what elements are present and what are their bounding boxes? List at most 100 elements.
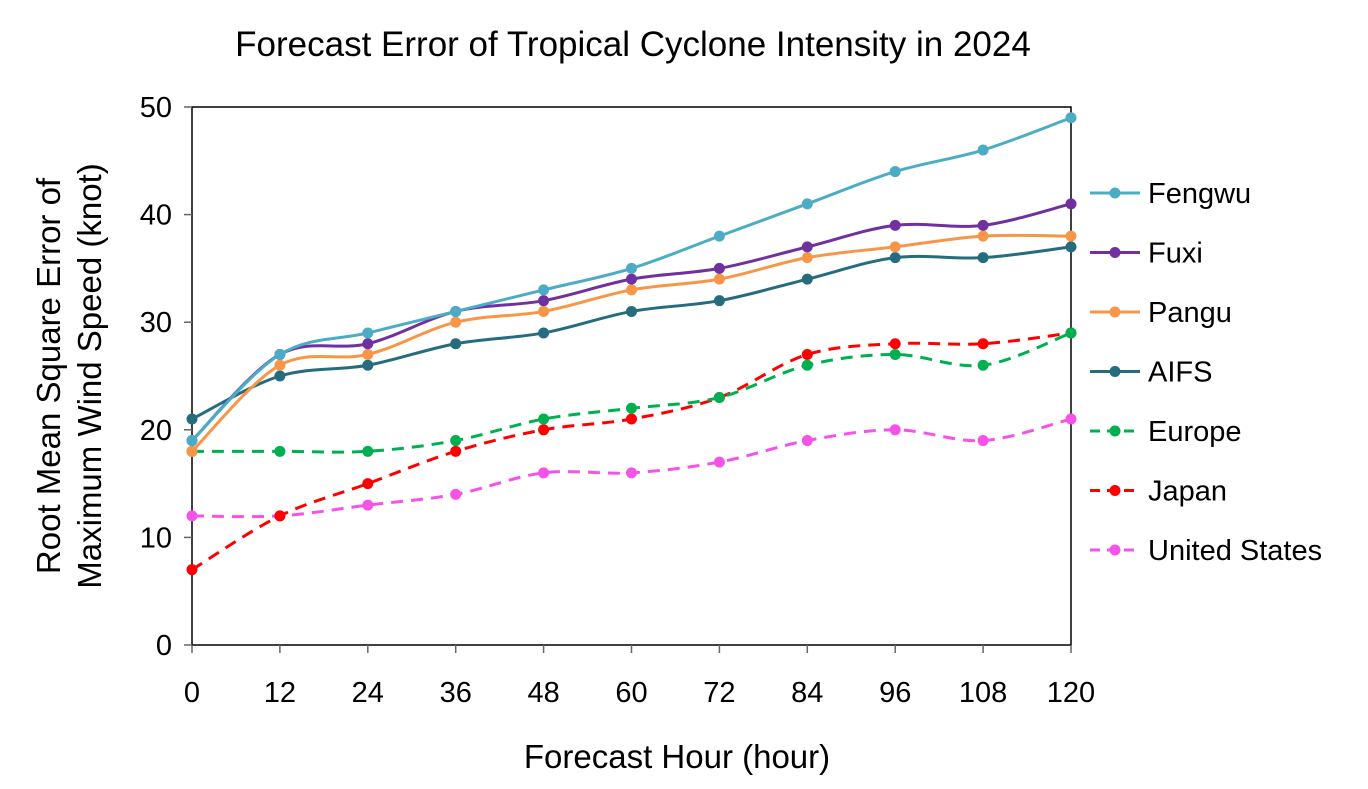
legend-swatch-marker: [1109, 485, 1121, 496]
data-point-fuxi: [801, 241, 813, 253]
data-point-aifs: [889, 252, 901, 264]
data-point-japan: [889, 338, 901, 350]
data-point-united-states: [538, 467, 550, 479]
legend-swatch-marker: [1109, 187, 1121, 199]
series-united-states: [186, 413, 1077, 522]
data-point-pangu: [801, 252, 813, 264]
data-point-united-states: [801, 435, 813, 447]
data-point-united-states: [186, 510, 198, 522]
data-point-fuxi: [977, 219, 989, 231]
x-tick-label: 24: [352, 677, 384, 709]
chart-title: Forecast Error of Tropical Cyclone Inten…: [235, 25, 1031, 64]
data-point-pangu: [538, 305, 550, 317]
data-point-pangu: [274, 359, 286, 371]
data-point-fengwu: [186, 435, 198, 447]
data-point-japan: [274, 510, 286, 522]
series-aifs: [186, 241, 1077, 425]
legend-item-united-states: United States: [1090, 535, 1322, 567]
data-point-aifs: [450, 338, 462, 350]
y-axis-label-line2: Maximum Wind Speed (knot): [71, 163, 108, 588]
legend-label: Fengwu: [1148, 178, 1251, 210]
data-point-europe: [889, 348, 901, 360]
legend-swatch-marker: [1109, 544, 1121, 556]
legend-item-japan: Japan: [1090, 476, 1227, 508]
data-point-united-states: [713, 456, 725, 468]
data-point-fuxi: [1065, 198, 1077, 210]
legend-item-pangu: Pangu: [1090, 297, 1232, 329]
data-point-united-states: [977, 435, 989, 447]
data-point-fengwu: [362, 327, 374, 339]
data-point-aifs: [538, 327, 550, 339]
data-point-fengwu: [450, 305, 462, 317]
data-point-europe: [1065, 327, 1077, 339]
data-point-europe: [801, 359, 813, 371]
legend-item-europe: Europe: [1090, 416, 1242, 448]
y-tick-label: 20: [140, 415, 172, 447]
legend-swatch-marker: [1109, 306, 1121, 318]
data-point-united-states: [889, 424, 901, 436]
data-point-pangu: [1065, 230, 1077, 242]
data-point-fuxi: [362, 338, 374, 350]
data-point-fengwu: [889, 166, 901, 178]
y-tick-label: 30: [140, 307, 172, 339]
data-point-pangu: [362, 348, 374, 360]
legend-item-fuxi: Fuxi: [1090, 238, 1203, 270]
data-point-japan: [626, 413, 637, 425]
plot-area-border: [191, 106, 1072, 646]
data-point-aifs: [977, 252, 989, 264]
data-point-japan: [977, 338, 989, 350]
data-point-pangu: [977, 230, 989, 242]
y-tick-label: 50: [140, 92, 172, 124]
legend-item-fengwu: Fengwu: [1090, 178, 1251, 210]
legend-label: Japan: [1148, 476, 1227, 508]
x-tick-label: 96: [879, 677, 911, 709]
data-point-europe: [713, 392, 725, 404]
data-point-fuxi: [538, 295, 550, 307]
x-tick-label: 84: [791, 677, 823, 709]
legend-label: AIFS: [1148, 357, 1212, 389]
x-tick-label: 48: [527, 677, 559, 709]
legend-label: Europe: [1148, 416, 1242, 448]
data-point-pangu: [626, 284, 637, 296]
data-point-europe: [450, 435, 462, 447]
data-point-aifs: [626, 305, 637, 317]
x-tick-label: 108: [959, 677, 1007, 709]
data-point-united-states: [626, 467, 637, 479]
data-point-aifs: [1065, 241, 1077, 253]
data-point-united-states: [450, 488, 462, 500]
legend-label: Fuxi: [1148, 238, 1203, 270]
data-point-fuxi: [889, 219, 901, 231]
x-tick-label: 12: [264, 677, 296, 709]
data-point-fengwu: [274, 348, 286, 360]
data-point-fengwu: [713, 230, 725, 242]
data-point-japan: [362, 478, 374, 490]
x-tick-label: 0: [184, 677, 200, 709]
data-point-pangu: [889, 241, 901, 253]
data-point-europe: [362, 445, 374, 457]
data-point-aifs: [362, 359, 374, 371]
data-point-aifs: [274, 370, 286, 382]
x-tick-label: 60: [615, 677, 647, 709]
x-tick-label: 36: [440, 677, 472, 709]
y-tick-label: 40: [140, 200, 172, 232]
series-pangu: [186, 230, 1077, 457]
data-point-fengwu: [801, 198, 813, 210]
data-point-pangu: [186, 445, 198, 457]
x-tick-label: 72: [703, 677, 735, 709]
data-point-aifs: [713, 295, 725, 307]
legend-label: United States: [1148, 535, 1322, 567]
x-tick-label: 120: [1047, 677, 1095, 709]
y-axis-label-line1: Root Mean Square Error of: [30, 177, 67, 574]
y-tick-label: 0: [156, 630, 172, 662]
data-point-japan: [186, 564, 198, 576]
data-point-united-states: [362, 499, 374, 511]
y-tick-label: 10: [140, 522, 172, 554]
data-point-pangu: [713, 273, 725, 285]
data-point-japan: [801, 348, 813, 360]
data-point-aifs: [186, 413, 198, 425]
data-point-fengwu: [626, 262, 637, 274]
data-point-united-states: [1065, 413, 1077, 425]
data-point-aifs: [801, 273, 813, 285]
x-axis-label: Forecast Hour (hour): [524, 738, 830, 775]
